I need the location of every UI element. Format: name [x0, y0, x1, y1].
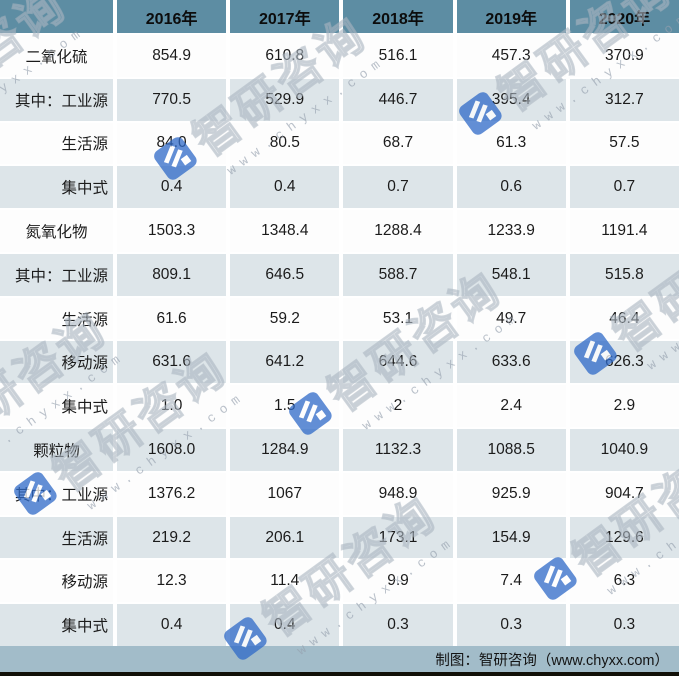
- data-cell: 548.1: [456, 253, 566, 296]
- data-cell: 46.4: [569, 297, 679, 340]
- data-cell: 53.1: [343, 297, 453, 340]
- row-label: 生活源: [0, 516, 113, 559]
- data-cell: 925.9: [456, 472, 566, 515]
- data-cell: 0.4: [230, 604, 340, 646]
- credit-bar: 制图：智研咨询（www.chyxx.com）: [0, 646, 679, 672]
- header-cell-year: 2017年: [230, 0, 340, 33]
- data-cell: 154.9: [456, 516, 566, 559]
- data-cell: 0.3: [569, 604, 679, 646]
- data-cell: 1132.3: [343, 429, 453, 471]
- row-label: 集中式: [0, 385, 113, 428]
- data-cell: 395.4: [456, 78, 566, 121]
- data-cell: 626.3: [569, 341, 679, 384]
- credit-text: 制图：智研咨询（www.chyxx.com）: [435, 652, 669, 669]
- header-cell-blank: [0, 0, 113, 33]
- data-cell: 646.5: [230, 253, 340, 296]
- bottom-edge-bar: [0, 672, 679, 676]
- row-label: 二氧化硫: [0, 35, 113, 77]
- data-cell: 2: [343, 385, 453, 428]
- data-cell: 641.2: [230, 341, 340, 384]
- data-cell: 2.9: [569, 385, 679, 428]
- data-cell: 312.7: [569, 78, 679, 121]
- row-label: 移动源: [0, 341, 113, 384]
- header-cell-year: 2019年: [456, 0, 566, 33]
- data-cell: 1284.9: [230, 429, 340, 471]
- data-cell: 0.7: [569, 166, 679, 209]
- data-cell: 0.3: [343, 604, 453, 646]
- data-cell: 1088.5: [456, 429, 566, 471]
- pollution-table: 2016年 2017年 2018年 2019年 2020年 二氧化硫 854.9 610.8 5…: [0, 0, 679, 646]
- header-cell-year: 2016年: [117, 0, 227, 33]
- data-cell: 49.7: [456, 297, 566, 340]
- data-cell: 631.6: [117, 341, 227, 384]
- data-cell: 0.4: [117, 604, 227, 646]
- row-label: 其中：工业源: [0, 253, 113, 296]
- data-cell: 1067: [230, 472, 340, 515]
- data-cell: 61.6: [117, 297, 227, 340]
- data-cell: 854.9: [117, 35, 227, 77]
- data-cell: 173.1: [343, 516, 453, 559]
- data-cell: 610.8: [230, 35, 340, 77]
- row-label: 氮氧化物: [0, 210, 113, 252]
- row-label: 生活源: [0, 122, 113, 165]
- data-cell: 57.5: [569, 122, 679, 165]
- row-label: 生活源: [0, 297, 113, 340]
- data-cell: 1288.4: [343, 210, 453, 252]
- row-label: 其中：工业源: [0, 78, 113, 121]
- data-cell: 1.5: [230, 385, 340, 428]
- data-cell: 1040.9: [569, 429, 679, 471]
- row-label: 其中：工业源: [0, 472, 113, 515]
- data-cell: 446.7: [343, 78, 453, 121]
- data-cell: 0.3: [456, 604, 566, 646]
- data-cell: 2.4: [456, 385, 566, 428]
- data-cell: 129.6: [569, 516, 679, 559]
- data-cell: 529.9: [230, 78, 340, 121]
- row-label: 移动源: [0, 560, 113, 603]
- data-cell: 904.7: [569, 472, 679, 515]
- data-cell: 516.1: [343, 35, 453, 77]
- data-cell: 588.7: [343, 253, 453, 296]
- data-cell: 80.5: [230, 122, 340, 165]
- data-cell: 9.9: [343, 560, 453, 603]
- data-cell: 770.5: [117, 78, 227, 121]
- data-cell: 219.2: [117, 516, 227, 559]
- data-cell: 1.0: [117, 385, 227, 428]
- data-cell: 7.4: [456, 560, 566, 603]
- data-cell: 457.3: [456, 35, 566, 77]
- data-cell: 206.1: [230, 516, 340, 559]
- data-cell: 11.4: [230, 560, 340, 603]
- data-cell: 1348.4: [230, 210, 340, 252]
- data-cell: 0.6: [456, 166, 566, 209]
- data-cell: 370.9: [569, 35, 679, 77]
- data-cell: 1503.3: [117, 210, 227, 252]
- data-cell: 1376.2: [117, 472, 227, 515]
- data-cell: 84.0: [117, 122, 227, 165]
- row-label: 集中式: [0, 166, 113, 209]
- header-cell-year: 2018年: [343, 0, 453, 33]
- data-cell: 0.7: [343, 166, 453, 209]
- data-cell: 644.6: [343, 341, 453, 384]
- data-cell: 633.6: [456, 341, 566, 384]
- data-cell: 12.3: [117, 560, 227, 603]
- data-cell: 948.9: [343, 472, 453, 515]
- row-label: 颗粒物: [0, 429, 113, 471]
- data-cell: 1608.0: [117, 429, 227, 471]
- data-cell: 1191.4: [569, 210, 679, 252]
- data-cell: 68.7: [343, 122, 453, 165]
- data-cell: 0.4: [117, 166, 227, 209]
- header-cell-year: 2020年: [569, 0, 679, 33]
- data-cell: 809.1: [117, 253, 227, 296]
- data-cell: 6.3: [569, 560, 679, 603]
- data-cell: 59.2: [230, 297, 340, 340]
- data-cell: 61.3: [456, 122, 566, 165]
- data-cell: 0.4: [230, 166, 340, 209]
- data-cell: 515.8: [569, 253, 679, 296]
- row-label: 集中式: [0, 604, 113, 646]
- data-cell: 1233.9: [456, 210, 566, 252]
